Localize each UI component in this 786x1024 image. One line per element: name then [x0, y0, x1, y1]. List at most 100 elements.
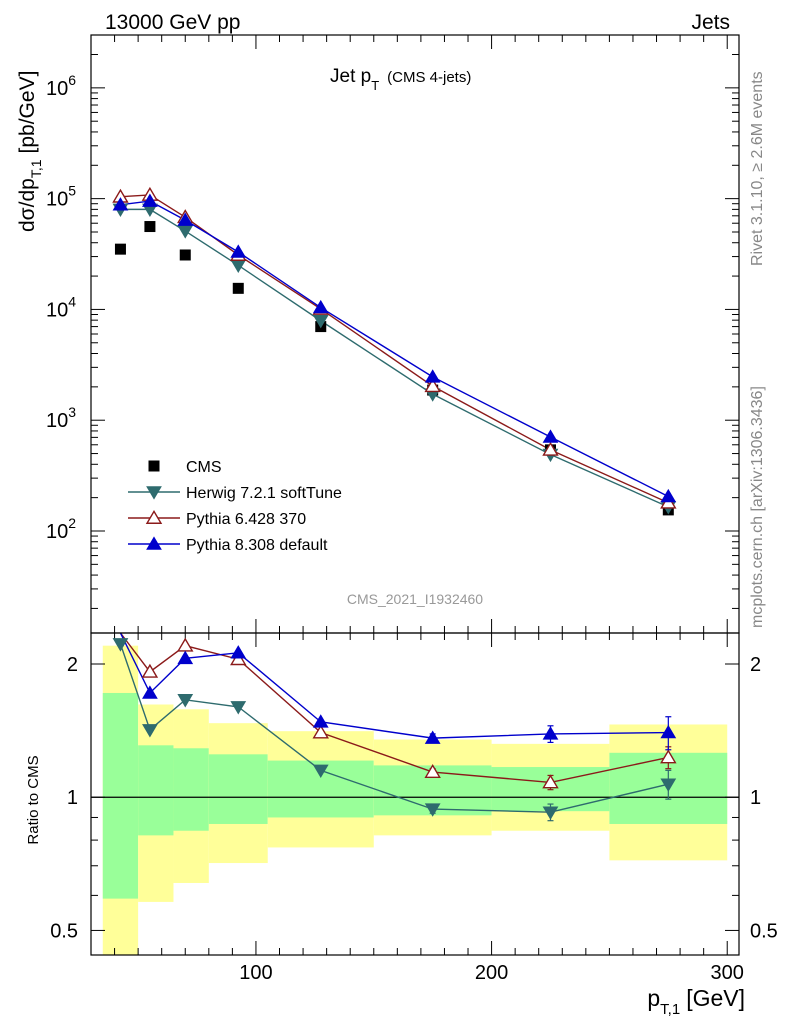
main-title-sub: T: [371, 78, 379, 93]
main-data-point: [230, 244, 247, 258]
main-data-point: [230, 259, 247, 273]
ratio-data-point: [312, 724, 329, 739]
main-y-tick-base: 10: [46, 78, 68, 100]
main-y-tick-exp: 6: [68, 72, 76, 88]
main-series-line: [120, 194, 669, 504]
ratio-y-tick-label-left: 0.5: [50, 920, 78, 942]
ratio-data-point: [542, 774, 559, 789]
ratio-data-point: [230, 651, 247, 666]
main-y-tick-label: 105: [46, 183, 76, 211]
main-title-main: Jet p: [330, 66, 371, 87]
ratio-data-point: [177, 637, 194, 652]
main-y-tick-label: 104: [46, 293, 76, 321]
main-y-tick-label: 106: [46, 72, 76, 100]
main-data-point: [142, 193, 158, 207]
ratio-markers: [112, 637, 677, 822]
ratio-data-point: [177, 650, 194, 665]
ratio-data-point: [312, 764, 329, 778]
main-markers: [112, 186, 677, 516]
main-data-point: [660, 488, 677, 503]
ratio-bands: [102, 645, 728, 955]
main-ylabel-sub: T,1: [28, 159, 44, 178]
main-y-tick-exp: 2: [68, 515, 76, 531]
ratio-data-point: [230, 645, 247, 659]
ratio-data-point: [424, 803, 441, 817]
ratio-panel: 0.5 0.5 1 1 2 2 100 200 300 Ratio to CMS pT,1 [Ge…: [25, 632, 778, 1018]
ratio-band-green: [208, 754, 268, 824]
ratio-data-point: [141, 663, 159, 678]
main-ylabel: dσ/dpT,1 [pb/GeV]: [16, 71, 44, 232]
ratio-y-tick-label-right: 2: [750, 654, 761, 676]
ratio-data-point: [660, 778, 677, 792]
main-y-tick-base: 10: [46, 299, 68, 321]
main-data-point: [542, 441, 559, 456]
ratio-ticks: 0.5 0.5 1 1 2 2 100 200 300: [50, 633, 778, 984]
legend-label: Pythia 8.308 default: [186, 537, 328, 554]
ratio-band-green: [102, 692, 139, 899]
ratio-series-line: [119, 633, 669, 739]
ratio-series-line: [119, 633, 669, 784]
main-title: Jet pT (CMS 4-jets): [330, 66, 471, 93]
ratio-frame: [90, 632, 740, 956]
ratio-data-point: [142, 685, 158, 699]
main-y-tick-label: 102: [46, 515, 76, 543]
main-y-tick-exp: 4: [68, 293, 76, 309]
ratio-band-green: [173, 748, 209, 831]
main-data-point: [179, 249, 191, 261]
ratio-data-point: [542, 726, 559, 740]
ratio-x-tick-label: 300: [711, 962, 744, 984]
main-y-tick-exp: 3: [68, 404, 76, 420]
legend-marker: [148, 460, 160, 472]
ratio-x-tick-label: 100: [239, 962, 272, 984]
ratio-xlabel-unit: [GeV]: [686, 985, 745, 1011]
main-data-point: [112, 197, 129, 211]
main-y-tick-label: 103: [46, 404, 76, 432]
main-data-point: [312, 315, 329, 329]
main-series-line: [120, 200, 669, 498]
main-data-point: [312, 299, 329, 314]
side-text-top: Rivet 3.1.10, ≥ 2.6M events: [749, 71, 766, 266]
side-text-bottom: mcplots.cern.ch [arXiv:1306.3436]: [749, 386, 766, 628]
main-ylabel-main: dσ/dp: [16, 178, 39, 232]
header-left: 13000 GeV pp: [105, 11, 240, 34]
main-data-point: [424, 378, 441, 393]
main-series-line: [120, 208, 669, 508]
ratio-data-point: [177, 694, 194, 708]
main-data-point: [114, 243, 126, 255]
ratio-data-point: [660, 724, 677, 739]
legend-label: Pythia 6.428 370: [186, 511, 306, 528]
ratio-data-point: [424, 763, 441, 778]
ratio-data-point: [112, 638, 129, 652]
main-data-point: [232, 282, 244, 294]
legend-label: CMS: [186, 459, 222, 476]
ratio-data-point: [142, 724, 158, 738]
main-y-tick-exp: 5: [68, 183, 76, 199]
ratio-xlabel: pT,1 [GeV]: [647, 985, 745, 1018]
main-data-point: [177, 212, 194, 226]
ratio-ylabel: Ratio to CMS: [25, 755, 42, 844]
header-right: Jets: [691, 11, 730, 34]
ratio-data-point: [542, 806, 559, 820]
legend: CMS Herwig 7.2.1 softTune Pythia 6.428 370…: [128, 459, 342, 554]
ratio-y-tick-label-right: 1: [750, 787, 761, 809]
ratio-y-tick-label-left: 2: [67, 654, 78, 676]
main-y-tick-base: 10: [46, 189, 68, 211]
main-data-point: [144, 221, 156, 233]
ratio-y-tick-label-left: 1: [67, 787, 78, 809]
main-ylabel-unit: [pb/GeV]: [16, 71, 39, 154]
legend-marker: [145, 509, 163, 524]
main-data-point: [424, 369, 441, 383]
ratio-band-green: [138, 745, 174, 836]
ratio-data-point: [312, 714, 329, 728]
ratio-data-point: [660, 749, 677, 764]
main-y-tick-base: 10: [46, 410, 68, 432]
ratio-x-tick-label: 200: [475, 962, 508, 984]
analysis-label: CMS_2021_I1932460: [347, 591, 483, 607]
main-y-tick-base: 10: [46, 521, 68, 543]
ratio-data-point: [424, 730, 441, 744]
ratio-y-tick-label-right: 0.5: [750, 920, 778, 942]
legend-marker: [146, 536, 162, 550]
